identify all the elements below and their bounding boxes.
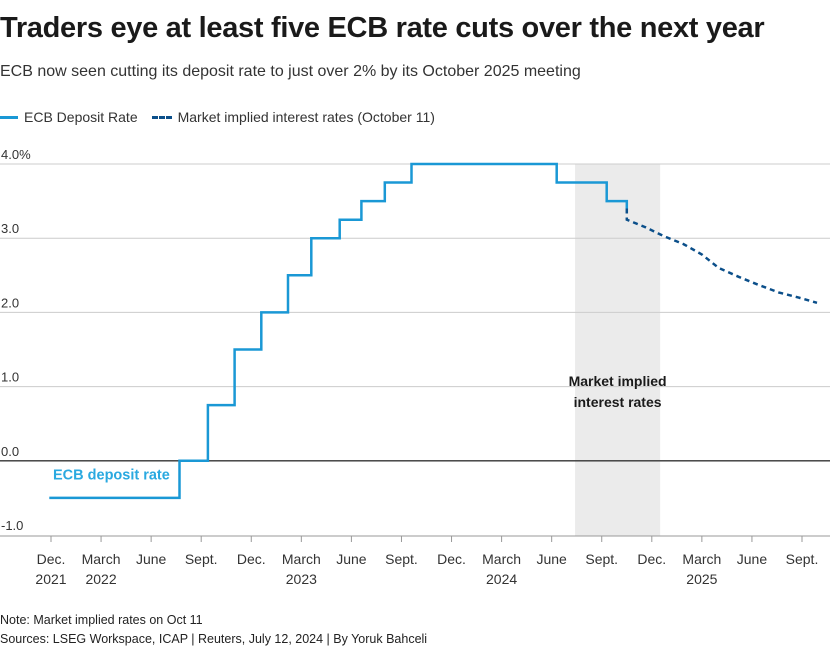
x-tick-year-label: 2023 <box>286 571 317 587</box>
x-tick-label: June <box>536 551 567 567</box>
x-tick-label: March <box>282 551 321 567</box>
market-implied-shaded-region <box>575 164 661 536</box>
annotation-deposit-rate: ECB deposit rate <box>53 467 170 483</box>
chart-area: 4.0% 3.0 2.0 1.0 0.0 -1.0 Dec. 2021 March 2022 Ju… <box>0 147 830 587</box>
annotation-implied-line2: interest rates <box>574 394 662 410</box>
y-tick-label: 2.0 <box>1 295 19 310</box>
x-tick-label: Sept. <box>185 551 218 567</box>
x-tick-label: Sept. <box>786 551 819 567</box>
x-tick-label: June <box>737 551 768 567</box>
legend-item-implied: Market implied interest rates (October 1… <box>151 109 435 125</box>
x-tick-label: March <box>82 551 121 567</box>
x-tick-year-label: 2022 <box>85 571 116 587</box>
gridlines <box>0 163 830 537</box>
legend-label-deposit: ECB Deposit Rate <box>24 109 138 125</box>
x-tick-label: Dec. <box>437 551 466 567</box>
x-axis-ticks: Dec. 2021 March 2022 June Sept. Dec. March 2023 J… <box>35 536 818 587</box>
y-tick-label: 0.0 <box>1 444 19 459</box>
legend-item-deposit: ECB Deposit Rate <box>0 109 138 125</box>
x-tick-label: Dec. <box>237 551 266 567</box>
y-axis-ticks: 4.0% 3.0 2.0 1.0 0.0 -1.0 <box>1 147 31 533</box>
y-tick-label: 1.0 <box>1 370 19 385</box>
x-tick-label: June <box>336 551 367 567</box>
y-tick-label: 4.0% <box>1 147 31 162</box>
legend: ECB Deposit Rate Market implied interest… <box>0 109 449 125</box>
chart-title: Traders eye at least five ECB rate cuts … <box>0 12 765 44</box>
series-line-deposit-rate <box>49 162 629 500</box>
chart-subtitle: ECB now seen cutting its deposit rate to… <box>0 63 581 80</box>
legend-swatch-solid <box>0 115 18 119</box>
legend-swatch-dashed <box>151 115 172 119</box>
x-tick-year-label: 2025 <box>686 571 717 587</box>
annotation-implied-line1: Market implied <box>569 373 667 389</box>
x-tick-label: March <box>482 551 521 567</box>
x-tick-label: Dec. <box>37 551 66 567</box>
footer-note: Note: Market implied rates on Oct 11 <box>0 613 203 627</box>
x-tick-year-label: 2021 <box>35 571 66 587</box>
x-tick-year-label: 2024 <box>486 571 517 587</box>
legend-label-implied: Market implied interest rates (October 1… <box>177 109 435 125</box>
x-tick-label: March <box>682 551 721 567</box>
x-tick-label: Dec. <box>637 551 666 567</box>
x-tick-label: June <box>136 551 167 567</box>
series-line-market-implied <box>625 208 818 305</box>
x-tick-label: Sept. <box>585 551 618 567</box>
y-tick-label: 3.0 <box>1 221 19 236</box>
footer-sources: Sources: LSEG Workspace, ICAP | Reuters,… <box>0 632 428 646</box>
x-tick-label: Sept. <box>385 551 418 567</box>
y-tick-label: -1.0 <box>1 518 23 533</box>
